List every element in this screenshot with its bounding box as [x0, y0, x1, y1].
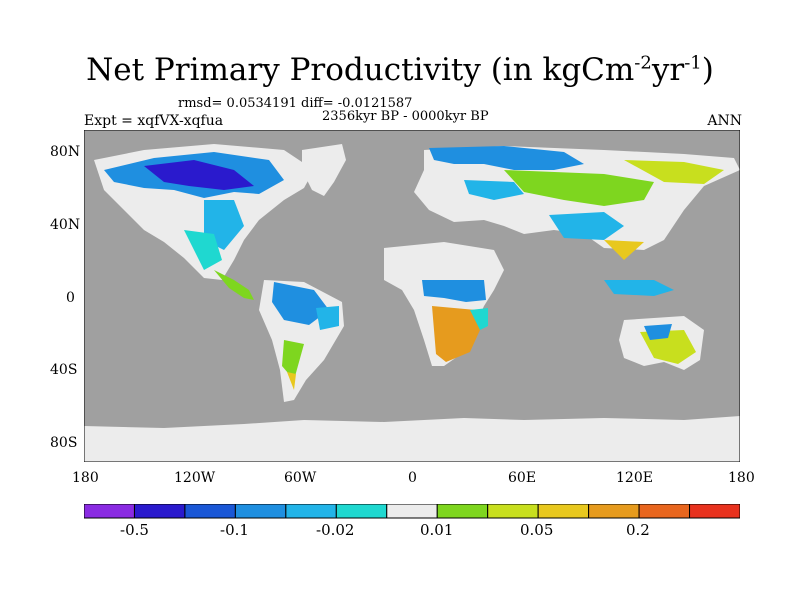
- lon-label-60w: 60W: [284, 470, 317, 486]
- lon-label-180w: 180: [72, 470, 99, 486]
- colorbar-label-neg05: -0.5: [120, 521, 149, 539]
- colorbar-cell-9: [537, 504, 590, 519]
- colorbar-cell-8: [487, 504, 539, 519]
- lon-label-120e: 120E: [616, 470, 653, 486]
- experiment-label: Expt = xqfVX-xqfua: [84, 113, 224, 129]
- lon-label-120w: 120W: [174, 470, 216, 486]
- land-areas: [84, 144, 740, 462]
- stats-text: rmsd= 0.0534191 diff= -0.0121587: [178, 96, 413, 111]
- colorbar-cell-7: [436, 504, 489, 519]
- lat-label-0: 0: [66, 290, 75, 306]
- colorbar-label-neg01: -0.1: [220, 521, 249, 539]
- colorbar-cell-12: [689, 504, 740, 519]
- colorbar-cell-4: [285, 504, 337, 519]
- colorbar-label-02: 0.2: [626, 521, 650, 539]
- lon-label-60e: 60E: [508, 470, 537, 486]
- colorbar-cell-2: [184, 504, 236, 519]
- colorbar-cell-0: [84, 504, 135, 519]
- colorbar-cell-5: [335, 504, 388, 519]
- chart-title: Net Primary Productivity (in kgCm-2yr-1): [86, 52, 714, 88]
- colorbar-cell-3: [234, 504, 287, 519]
- colorbar-label-neg002: -0.02: [316, 521, 355, 539]
- map-panel: [84, 130, 740, 462]
- colorbar-cell-11: [638, 504, 691, 519]
- season-label: ANN: [707, 113, 742, 129]
- colorbar-cell-6: [386, 504, 438, 519]
- colorbar-label-001: 0.01: [420, 521, 454, 539]
- lat-label-80n: 80N: [50, 144, 81, 160]
- lat-label-80s: 80S: [50, 435, 78, 451]
- lat-label-40n: 40N: [50, 217, 81, 233]
- period-text: 2356kyr BP - 0000kyr BP: [322, 109, 489, 124]
- colorbar-cell-1: [133, 504, 186, 519]
- lon-label-0: 0: [408, 470, 417, 486]
- lat-label-40s: 40S: [50, 362, 78, 378]
- colorbar-label-005: 0.05: [520, 521, 554, 539]
- colorbar-cell-10: [588, 504, 640, 519]
- lon-label-180e: 180: [728, 470, 755, 486]
- colorbar: [84, 504, 740, 519]
